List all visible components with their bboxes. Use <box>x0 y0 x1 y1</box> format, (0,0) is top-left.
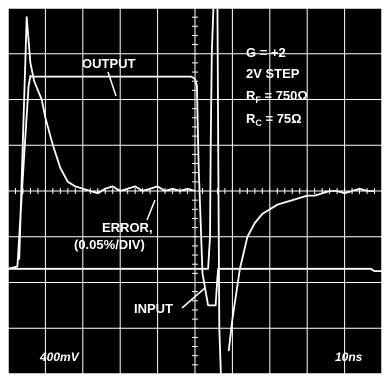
rc-value: = 75Ω <box>262 111 302 126</box>
traces <box>7 0 382 381</box>
output-annotation: OUTPUT <box>82 56 136 71</box>
error-annotation-line2: (0.05%/DIV) <box>74 237 145 252</box>
input-annotation-leader <box>181 287 206 309</box>
series-line-error_after <box>227 187 375 352</box>
rc-label: RC = 75Ω <box>246 111 302 128</box>
error-annotation-line1: ERROR, <box>102 220 153 235</box>
step-label: 2V STEP <box>246 66 300 81</box>
input-annotation: INPUT <box>134 301 173 316</box>
screen-border <box>7 7 383 375</box>
series-line-input <box>8 0 215 270</box>
output-annotation-leader <box>107 71 117 97</box>
rf-subscript: F <box>255 95 261 105</box>
gain-label: G = +2 <box>246 45 286 60</box>
rf-prefix: R <box>246 88 256 103</box>
error-annotation-leader <box>146 199 156 221</box>
rc-prefix: R <box>246 111 256 126</box>
series-line-error <box>18 16 196 260</box>
rf-label: RF = 750Ω <box>246 88 308 105</box>
rf-value: = 750Ω <box>261 88 308 103</box>
rc-subscript: C <box>255 118 262 128</box>
grid <box>8 8 382 374</box>
series-line-output <box>7 74 382 307</box>
series-line-input_falling <box>216 0 223 381</box>
vertical-scale-label: 400mV <box>39 350 80 364</box>
horizontal-scale-label: 10ns <box>335 350 363 364</box>
